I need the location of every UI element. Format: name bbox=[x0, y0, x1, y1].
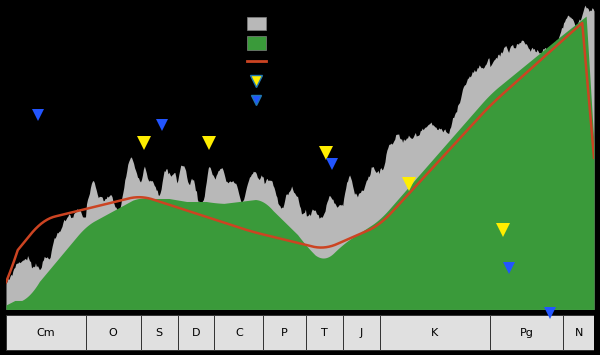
Bar bbox=[306, 316, 343, 350]
Bar bbox=[563, 316, 594, 350]
Text: O: O bbox=[109, 328, 118, 338]
Bar bbox=[263, 316, 306, 350]
Bar bbox=[214, 316, 263, 350]
Text: P: P bbox=[281, 328, 288, 338]
Text: N: N bbox=[575, 328, 583, 338]
Bar bbox=[343, 316, 380, 350]
Bar bbox=[6, 316, 86, 350]
Text: C: C bbox=[235, 328, 242, 338]
Bar bbox=[380, 316, 490, 350]
Text: D: D bbox=[191, 328, 200, 338]
Text: T: T bbox=[321, 328, 328, 338]
Text: S: S bbox=[155, 328, 163, 338]
Text: J: J bbox=[359, 328, 363, 338]
Bar bbox=[141, 316, 178, 350]
Bar bbox=[178, 316, 214, 350]
Legend: , , , , : , , , , bbox=[245, 16, 270, 110]
Text: K: K bbox=[431, 328, 439, 338]
Text: Pg: Pg bbox=[520, 328, 533, 338]
Text: Cm: Cm bbox=[37, 328, 55, 338]
Bar bbox=[86, 316, 141, 350]
Bar bbox=[490, 316, 563, 350]
